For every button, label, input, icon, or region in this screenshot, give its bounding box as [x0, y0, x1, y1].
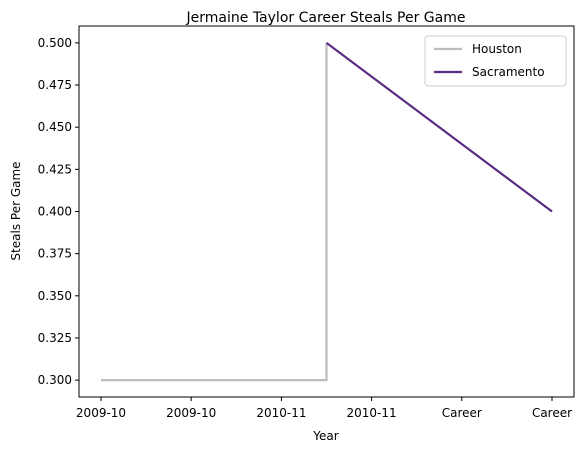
y-tick-label: 0.325: [38, 331, 72, 345]
y-tick-label: 0.300: [38, 373, 72, 387]
plot-area: [101, 42, 553, 382]
x-tick-label: Career: [442, 406, 482, 420]
y-axis: 0.300 0.325 0.350 0.375 0.400 0.425 0.450 0.475…: [38, 36, 79, 387]
y-tick-label: 0.375: [38, 247, 72, 261]
x-tick-label: 2010-11: [256, 406, 306, 420]
y-tick-label: 0.400: [38, 205, 72, 219]
x-tick-label: 2009-10: [76, 406, 126, 420]
y-tick-label: 0.450: [38, 120, 72, 134]
chart-title: Jermaine Taylor Career Steals Per Game: [186, 10, 466, 26]
series-line-houston: [101, 42, 328, 382]
series-line-sacramento: [325, 42, 553, 213]
x-axis: 2009-10 2009-10 2010-11 2010-11 Career Career: [76, 397, 572, 420]
x-tick-label: 2009-10: [166, 406, 216, 420]
x-axis-label: Year: [312, 429, 338, 443]
y-axis-label: Steals Per Game: [9, 161, 23, 260]
x-tick-label: 2010-11: [347, 406, 397, 420]
legend: Houston Sacramento: [424, 35, 567, 87]
legend-label: Houston: [472, 42, 522, 56]
y-tick-label: 0.500: [38, 36, 72, 50]
x-tick-label: Career: [532, 406, 572, 420]
y-tick-label: 0.425: [38, 162, 72, 176]
y-tick-label: 0.350: [38, 289, 72, 303]
legend-label: Sacramento: [472, 65, 545, 79]
y-tick-label: 0.475: [38, 78, 72, 92]
